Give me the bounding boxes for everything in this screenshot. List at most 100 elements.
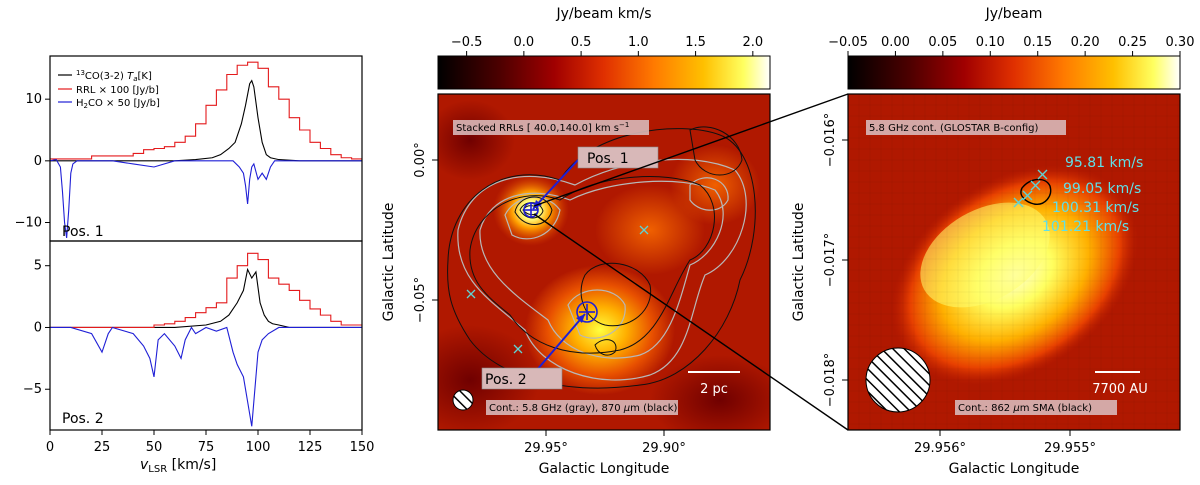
spectrum-legend: 13CO(3-2) Ta[K] RRL × 100 [Jy/b] H2CO × … [58,69,160,110]
spectrum-position-1 [50,61,362,238]
colorbar-tick-label: 0.05 [928,35,957,50]
glostar-x-label: Galactic Longitude [949,461,1080,477]
glostar-map [848,94,1180,430]
rrl-map-frame [437,93,771,431]
svg-text:Pos. 2: Pos. 2 [485,372,527,388]
glostar-map-frame [847,93,1181,431]
rrl-map-y-label: Galactic Latitude [381,203,397,322]
glostar-y-tick-2: −0.017° [823,233,838,288]
colorbar-2-label: Jy/beam [985,6,1043,22]
colorbar-1-label: Jy/beam km/s [555,6,651,22]
pixel-grid [848,94,1180,430]
maser-markers [1013,169,1048,208]
maser-velocity-3: 100.31 km/s [1052,200,1139,216]
rrl-map-footnote: Cont.: 5.8 GHz (gray), 870 μm (black) [486,400,678,415]
colorbar-1-ticks: −0.5 0.0 0.5 1.0 1.5 2.0 [451,35,763,56]
colorbar-tick-label: 0.0 [514,35,535,50]
pos1-label: Pos. 1 [577,146,659,169]
y-tick-label: 0 [34,154,42,169]
y-tick-label: −10 [15,216,42,231]
series-spectrum-position-2-0 [50,267,362,329]
spectrum-x-ticks: 0 25 50 75 100 125 150 [46,430,375,455]
series-spectrum-position-1-1 [50,61,362,160]
svg-text:Cont.: 862 μm SMA (black): Cont.: 862 μm SMA (black) [958,403,1092,414]
svg-text:Pos. 1: Pos. 1 [587,151,629,167]
spectrum-x-axis-label: vLSR [km/s] [140,457,216,475]
series-spectrum-position-1-0 [50,79,362,162]
y-tick-label: 5 [34,259,42,274]
spectrum-2-y-ticks: −5 0 5 [23,259,50,397]
spectrum-position-2 [50,252,362,427]
zoom-lines [533,93,849,431]
scale-bar-1: 2 pc [688,371,740,397]
spectrum-2-label: Pos. 2 [62,411,104,427]
colorbar-tick-label: 0.30 [1166,35,1195,50]
colorbar-2-ticks: −0.05 0.00 0.05 0.10 0.15 0.20 0.25 0.30 [828,35,1194,56]
colorbar-1 [437,55,771,90]
x-tick-label: 75 [198,440,215,455]
glostar-y-tick-1: −0.018° [823,353,838,408]
x-tick-label: 125 [298,440,323,455]
colorbar-tick-label: 0.10 [976,35,1005,50]
svg-text:2 pc: 2 pc [700,382,728,397]
glostar-x-tick-1: 29.956° [914,441,966,456]
gray-contours [457,158,747,381]
spectrum-1-y-ticks: −10 0 10 [15,92,50,231]
svg-text:7700 AU: 7700 AU [1092,382,1148,397]
rrl-map-y-tick-2: 0.00° [413,142,428,177]
x-tick-label: 25 [94,440,111,455]
spectrum-2-frame [49,240,363,431]
y-tick-label: 10 [25,92,42,107]
maser-velocity-labels: 95.81 km/s 99.05 km/s 100.31 km/s 101.21… [1042,155,1143,235]
x-markers [466,225,649,354]
legend-entry-co: 13CO(3-2) Ta[K] [76,69,152,83]
colorbar-tick-label: −0.05 [828,35,868,50]
y-tick-label: 0 [34,320,42,335]
colorbar-tick-label: 1.0 [628,35,649,50]
glostar-y-label: Galactic Latitude [791,203,807,322]
svg-text:Cont.: 5.8 GHz (gray), 870 μm: Cont.: 5.8 GHz (gray), 870 μm (black) [489,403,678,414]
colorbar-tick-label: −0.5 [451,35,483,50]
legend-entry-h2co: H2CO × 50 [Jy/b] [76,98,160,110]
colorbar-tick-label: 0.00 [881,35,910,50]
beam-2 [865,347,931,413]
colorbar-tick-label: 0.25 [1118,35,1147,50]
rrl-map-ticks [432,159,665,436]
spectrum-1-frame [49,55,363,242]
y-tick-label: −5 [23,382,42,397]
glostar-x-tick-2: 29.955° [1044,441,1096,456]
colorbar-tick-label: 1.5 [685,35,706,50]
svg-text:Stacked RRLs [ 40.0,140.0] km: Stacked RRLs [ 40.0,140.0] km s−1 [456,121,629,134]
scale-bar-2: 7700 AU [1092,371,1148,397]
series-spectrum-position-2-2 [50,326,362,427]
colorbar-tick-label: 0.5 [571,35,592,50]
colorbar-tick-label: 2.0 [742,35,763,50]
colorbar-2 [847,55,1181,90]
glostar-title-box: 5.8 GHz cont. (GLOSTAR B-config) [866,120,1066,135]
colorbar-tick-label: 0.20 [1071,35,1100,50]
glostar-footnote: Cont.: 862 μm SMA (black) [955,400,1117,415]
sma-contour [1020,178,1052,205]
beam-1 [452,389,474,411]
x-tick-label: 100 [246,440,271,455]
rrl-map [438,94,770,430]
rrl-map-y-tick-1: −0.05° [413,277,428,323]
series-spectrum-position-1-2 [50,158,362,238]
x-tick-label: 150 [350,440,375,455]
colorbar-tick-label: 0.15 [1023,35,1052,50]
pos2-label: Pos. 2 [481,367,563,390]
glostar-map-ticks [842,139,1071,436]
rrl-map-title-box: Stacked RRLs [ 40.0,140.0] km s−1 [453,120,649,135]
spectrum-1-label: Pos. 1 [62,224,104,240]
legend-entry-rrl: RRL × 100 [Jy/b] [76,85,159,96]
x-tick-label: 50 [146,440,163,455]
series-spectrum-position-2-1 [50,252,362,329]
glostar-y-tick-3: −0.016° [823,113,838,168]
rrl-map-x-tick-1: 29.95° [524,441,568,456]
svg-text:5.8 GHz cont. (GLOSTAR B-confi: 5.8 GHz cont. (GLOSTAR B-config) [869,123,1038,134]
rrl-map-x-label: Galactic Longitude [539,461,670,477]
maser-velocity-2: 99.05 km/s [1063,181,1141,197]
x-tick-label: 0 [46,440,54,455]
maser-velocity-4: 101.21 km/s [1042,219,1129,235]
